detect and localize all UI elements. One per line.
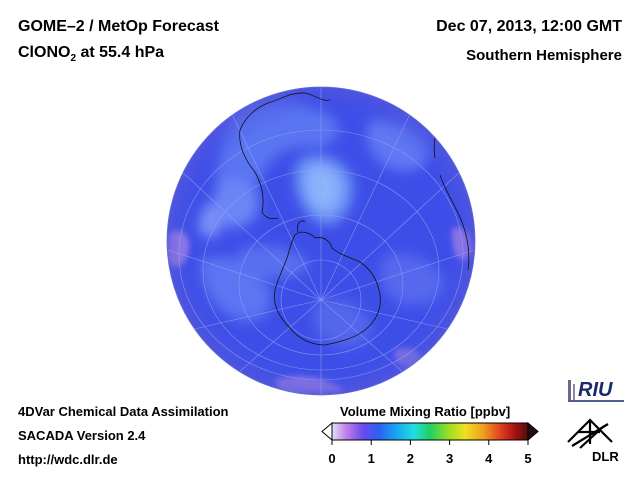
graticule (167, 87, 475, 395)
colorbar-tick-label: 0 (328, 451, 336, 466)
colorbar-gradient (331, 422, 529, 441)
antarctic-peninsula (297, 220, 306, 233)
footer-version: SACADA Version 2.4 (18, 428, 146, 443)
coastlines (184, 92, 470, 381)
footer-url: http://wdc.dlr.de (18, 452, 118, 467)
dlr-logo (567, 418, 613, 449)
species-level: at 55.4 hPa (76, 44, 165, 61)
colorbar (321, 421, 539, 445)
riu-logo: RIU (568, 379, 624, 402)
antarctica-coast (273, 231, 381, 346)
globe-outline (166, 86, 476, 396)
colorbar-over-arrow (527, 421, 539, 442)
species-title: ClONO2 at 55.4 hPa (18, 44, 164, 64)
colorbar-tick-label: 3 (445, 451, 454, 466)
date-title: Dec 07, 2013, 12:00 GMT (436, 18, 622, 35)
colorbar-tick-label: 5 (524, 451, 532, 466)
colorbar-under-arrow (321, 421, 333, 442)
dlr-logo-text: DLR (592, 449, 619, 464)
region-title: Southern Hemisphere (466, 47, 622, 64)
footer-method: 4DVar Chemical Data Assimilation (18, 404, 229, 419)
species-name: ClONO (18, 44, 71, 61)
colorbar-title: Volume Mixing Ratio [ppbv] (340, 404, 511, 419)
africa-coast (439, 174, 470, 271)
south-america-coast (239, 92, 331, 220)
colorbar-tick-label: 1 (367, 451, 375, 466)
product-title: GOME–2 / MetOp Forecast (18, 18, 219, 35)
species-subscript: 2 (70, 53, 77, 65)
riu-logo-text: RIU (578, 379, 613, 401)
colorbar-tick-label: 2 (406, 451, 415, 466)
globe (167, 87, 475, 395)
colorbar-tick-label: 4 (485, 451, 493, 466)
colorbar-ticks (331, 440, 529, 445)
